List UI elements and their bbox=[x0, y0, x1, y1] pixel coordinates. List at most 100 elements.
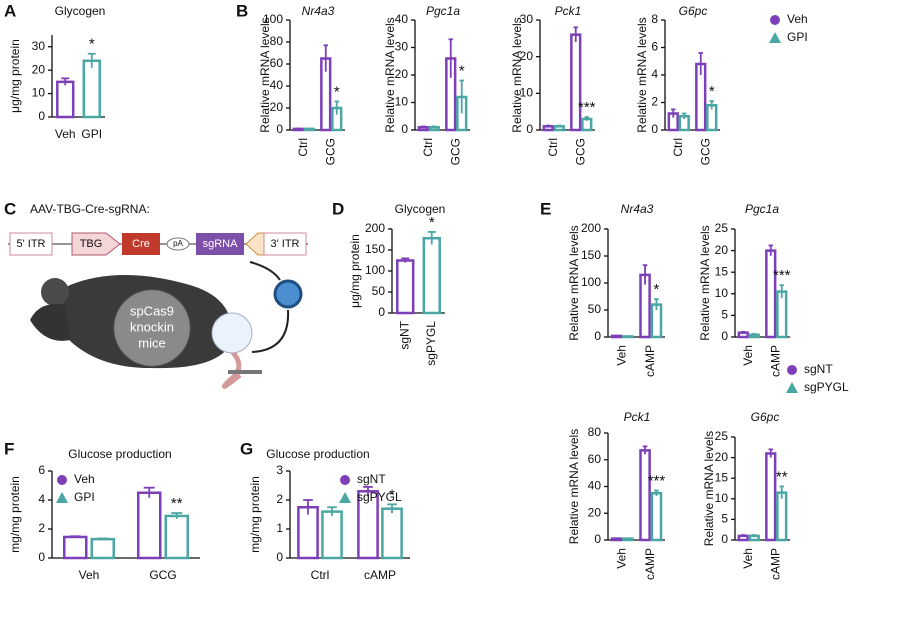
mouse-label: knockin bbox=[130, 319, 174, 334]
chart-title: G6pc bbox=[751, 410, 780, 424]
y-tick-label: 1 bbox=[276, 521, 283, 535]
y-tick-label: 8 bbox=[651, 12, 658, 26]
x-tick-label: GCG bbox=[149, 568, 176, 582]
y-tick-label: 20 bbox=[715, 243, 729, 257]
y-tick-label: 200 bbox=[365, 221, 385, 235]
x-tick-label: Veh bbox=[79, 568, 100, 582]
x-tick-label: cAMP bbox=[768, 345, 782, 377]
bar bbox=[90, 537, 115, 560]
bar bbox=[164, 514, 189, 560]
x-tick-label: sgNT bbox=[397, 320, 411, 349]
x-tick-label: GCG bbox=[698, 138, 712, 165]
y-tick-label: 0 bbox=[721, 532, 728, 546]
chart-title: Pgc1a bbox=[426, 4, 460, 18]
chart: Pck1 Relative mRNA levels 0 10 20 30 Ctrl GCG **… bbox=[510, 4, 595, 165]
bar bbox=[63, 535, 88, 560]
chart: Nr4a3 Relative mRNA levels 0 20 40 60 80 100 Ctr… bbox=[258, 4, 345, 165]
y-tick-label: 40 bbox=[270, 78, 284, 92]
chart: Glycogen μg/mg protein 0 10 20 30 Veh GPI * bbox=[8, 4, 105, 141]
chart-title: Glycogen bbox=[395, 202, 446, 216]
chart-title: Nr4a3 bbox=[302, 4, 335, 18]
y-tick-label: 2 bbox=[276, 492, 283, 506]
y-tick-label: 80 bbox=[270, 34, 284, 48]
x-tick-label: cAMP bbox=[768, 548, 782, 580]
y-tick-label: 25 bbox=[715, 221, 729, 235]
chart-title: Pck1 bbox=[624, 410, 651, 424]
significance: ** bbox=[171, 495, 183, 512]
y-tick-label: 10 bbox=[715, 491, 729, 505]
y-tick-label: 10 bbox=[520, 86, 534, 100]
legend-marker bbox=[340, 475, 350, 485]
arrow bbox=[249, 261, 281, 281]
y-tick-label: 50 bbox=[588, 302, 602, 316]
y-axis-label: Relative mRNA levels bbox=[698, 225, 712, 340]
element-label: TBG bbox=[80, 238, 103, 250]
significance: * bbox=[334, 83, 340, 100]
mouse-ear bbox=[41, 278, 69, 306]
y-tick-label: 100 bbox=[365, 263, 385, 277]
bar bbox=[82, 59, 101, 119]
element-label: 3' ITR bbox=[271, 238, 300, 250]
cre-box bbox=[122, 233, 160, 255]
element-label: Cre bbox=[132, 238, 150, 250]
y-tick-label: 0 bbox=[594, 329, 601, 343]
y-tick-label: 0 bbox=[721, 329, 728, 343]
chart: Pgc1a Relative mRNA levels 0 5 10 15 20 25 Veh cA… bbox=[698, 202, 849, 394]
significance: * bbox=[709, 83, 715, 100]
chart-title: Pgc1a bbox=[745, 202, 779, 216]
x-tick-label: Veh bbox=[741, 345, 755, 366]
y-axis-label: Relative mRNA levels bbox=[567, 429, 581, 544]
y-tick-label: 20 bbox=[32, 62, 46, 76]
x-tick-label: Veh bbox=[55, 127, 76, 141]
chart-title: Pck1 bbox=[555, 4, 582, 18]
y-tick-label: 30 bbox=[520, 12, 534, 26]
significance: * bbox=[389, 486, 395, 503]
y-axis-label: μg/mg protein bbox=[348, 234, 362, 308]
arrow bbox=[251, 309, 290, 353]
legend-label: GPI bbox=[787, 30, 808, 44]
y-tick-label: 150 bbox=[365, 242, 385, 256]
y-tick-label: 15 bbox=[715, 264, 729, 278]
vial bbox=[211, 312, 253, 354]
y-tick-label: 50 bbox=[372, 284, 386, 298]
y-tick-label: 0 bbox=[594, 532, 601, 546]
x-tick-label: Veh bbox=[614, 345, 628, 366]
chart-title: G6pc bbox=[679, 4, 708, 18]
element-label: 5' ITR bbox=[17, 238, 46, 250]
panel-label: D bbox=[332, 199, 344, 218]
x-tick-label: GPI bbox=[81, 127, 102, 141]
bar bbox=[776, 491, 788, 542]
y-axis-label: Relative mRNA levels bbox=[567, 225, 581, 340]
x-tick-label: Ctrl bbox=[546, 138, 560, 157]
bar bbox=[650, 491, 663, 542]
y-tick-label: 4 bbox=[38, 492, 45, 506]
bar bbox=[639, 449, 651, 542]
y-tick-label: 0 bbox=[276, 550, 283, 564]
legend-label: GPI bbox=[74, 490, 95, 504]
element-label: pA bbox=[173, 239, 183, 248]
y-tick-label: 4 bbox=[651, 67, 658, 81]
y-axis-label: μg/mg protein bbox=[8, 39, 22, 113]
y-tick-label: 10 bbox=[715, 286, 729, 300]
itr-box bbox=[263, 232, 307, 256]
y-tick-label: 0 bbox=[378, 305, 385, 319]
chart: Glucose production mg/mg protein 0 1 2 3 Ctrl c… bbox=[248, 447, 410, 582]
y-tick-label: 2 bbox=[38, 521, 45, 535]
y-tick-label: 5 bbox=[721, 308, 728, 322]
significance: *** bbox=[648, 472, 666, 489]
chart-title: Glycogen bbox=[55, 4, 106, 18]
y-tick-label: 20 bbox=[588, 505, 602, 519]
legend-marker bbox=[339, 492, 351, 503]
element-label: sgRNA bbox=[203, 238, 239, 250]
mouse-head bbox=[30, 304, 70, 341]
y-tick-label: 100 bbox=[581, 275, 601, 289]
bar bbox=[776, 290, 788, 339]
y-axis-label: Relative mRNA levels bbox=[383, 17, 397, 132]
y-tick-label: 10 bbox=[395, 95, 409, 109]
legend-label: Veh bbox=[74, 472, 95, 486]
diagram-heading: AAV-TBG-Cre-sgRNA: bbox=[30, 202, 150, 216]
y-axis-label: Relative mRNA levels bbox=[510, 17, 524, 132]
legend-marker bbox=[787, 365, 797, 375]
x-tick-label: Veh bbox=[741, 548, 755, 569]
